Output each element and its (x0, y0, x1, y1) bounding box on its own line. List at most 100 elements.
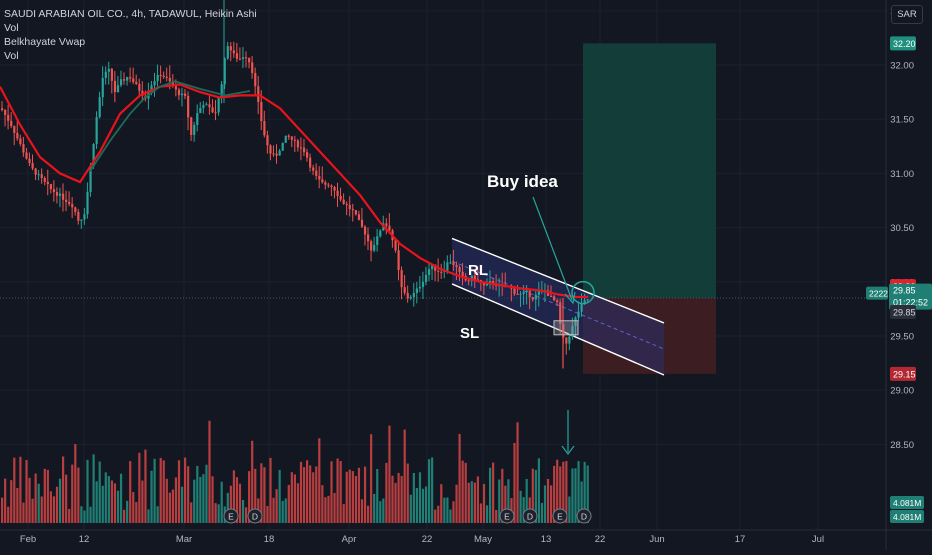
candle-body (574, 317, 577, 326)
candle-body (55, 192, 59, 196)
event-marker-label: E (228, 512, 234, 522)
candle-body (409, 296, 412, 299)
volume-bar (40, 496, 43, 523)
volume-bar (211, 476, 214, 523)
symbol-title[interactable]: SAUDI ARABIAN OIL CO., 4h, TADAWUL, Heik… (4, 8, 257, 20)
candle-body (245, 57, 248, 59)
volume-tag-1: 4.081M (893, 498, 921, 508)
volume-bar (104, 472, 107, 523)
volume-bar (415, 487, 418, 523)
target-zone[interactable] (583, 43, 716, 299)
candle-body (40, 174, 43, 179)
volume-bar (318, 438, 321, 523)
volume-indicator-label-2[interactable]: Vol (4, 50, 19, 62)
volume-bar (312, 472, 315, 523)
channel-upper-line[interactable] (451, 237, 665, 324)
volume-bar (266, 505, 269, 523)
candle-body (263, 121, 266, 136)
volume-bar (284, 498, 287, 523)
candle-body (406, 292, 409, 299)
volume-bar (31, 498, 34, 523)
volume-bar (421, 488, 425, 523)
vwap-line[interactable] (89, 80, 251, 172)
candle-body (22, 144, 25, 153)
event-marker-dividend[interactable] (522, 508, 538, 524)
rl-label: RL (468, 262, 488, 279)
symbol-counter-bg (866, 286, 888, 300)
volume-bar (357, 467, 361, 523)
candle-body (257, 86, 260, 103)
candle-body (559, 302, 562, 325)
volume-bar (492, 462, 495, 523)
channel-lower-line[interactable] (451, 283, 665, 376)
volume-indicator-label[interactable]: Vol (4, 22, 19, 34)
volume-bar (229, 485, 232, 523)
candle-body (62, 193, 65, 200)
volume-bar (302, 467, 306, 523)
price-tick-label: 28.50 (890, 440, 914, 451)
volume-bar (25, 460, 28, 523)
candle-body (34, 168, 37, 175)
event-marker-label: D (252, 512, 258, 522)
volume-bar (208, 420, 211, 523)
candle-body (571, 325, 574, 337)
candle-body (537, 291, 540, 295)
candle-body (226, 46, 229, 59)
volume-bar (394, 482, 397, 523)
candle-body (452, 262, 455, 266)
volume-bar (232, 470, 235, 523)
candle-body (348, 204, 351, 209)
volume-bar (174, 477, 178, 523)
volume-bar (479, 503, 483, 523)
volume-bar (583, 461, 586, 523)
candle-body (150, 85, 153, 93)
volume-bar (129, 461, 132, 523)
volume-bar (245, 507, 248, 523)
volume-bar (226, 492, 229, 523)
volume-bar (19, 456, 22, 523)
vwap-indicator-label[interactable]: Belkhayate Vwap (4, 36, 86, 48)
candle-body (248, 57, 251, 63)
volume-bar (559, 466, 562, 523)
time-tick-label: May (474, 534, 492, 545)
currency-button[interactable]: SAR (891, 5, 923, 24)
candle-body (89, 166, 92, 193)
time-tick-label: 22 (595, 534, 606, 545)
event-marker-earnings[interactable] (499, 508, 515, 524)
volume-bar (476, 476, 479, 523)
volume-bar (184, 457, 187, 523)
volume-bar (342, 504, 345, 523)
volume-bar (58, 478, 62, 523)
candle-body (25, 152, 28, 159)
candle-body (339, 195, 342, 200)
event-marker-dividend[interactable] (247, 508, 263, 524)
candle-body (354, 210, 357, 215)
candle-body (418, 287, 422, 289)
event-marker-label: D (581, 512, 587, 522)
volume-bar (531, 468, 534, 523)
volume-bar (98, 461, 101, 523)
candle-body (330, 185, 333, 188)
candle-body (1, 108, 4, 111)
volume-bar (150, 470, 153, 523)
event-marker-earnings[interactable] (223, 508, 239, 524)
moving-average-line[interactable] (0, 83, 588, 299)
candle-body (190, 117, 193, 135)
volume-bar (379, 501, 382, 523)
volume-bar (177, 460, 181, 523)
candle-body (485, 283, 489, 286)
volume-bar (113, 483, 117, 523)
last-price-block-bg (889, 283, 932, 310)
volume-bar (147, 509, 150, 523)
channel-mid-line (451, 260, 665, 350)
event-marker-earnings[interactable] (552, 508, 568, 524)
candle-body (28, 158, 31, 163)
buy-highlight-circle[interactable] (571, 280, 595, 305)
event-marker-dividend[interactable] (576, 508, 592, 524)
volume-bar (473, 482, 476, 523)
candle-body (412, 292, 415, 297)
stop-marker-box[interactable] (553, 320, 579, 336)
volume-bar (135, 502, 138, 523)
